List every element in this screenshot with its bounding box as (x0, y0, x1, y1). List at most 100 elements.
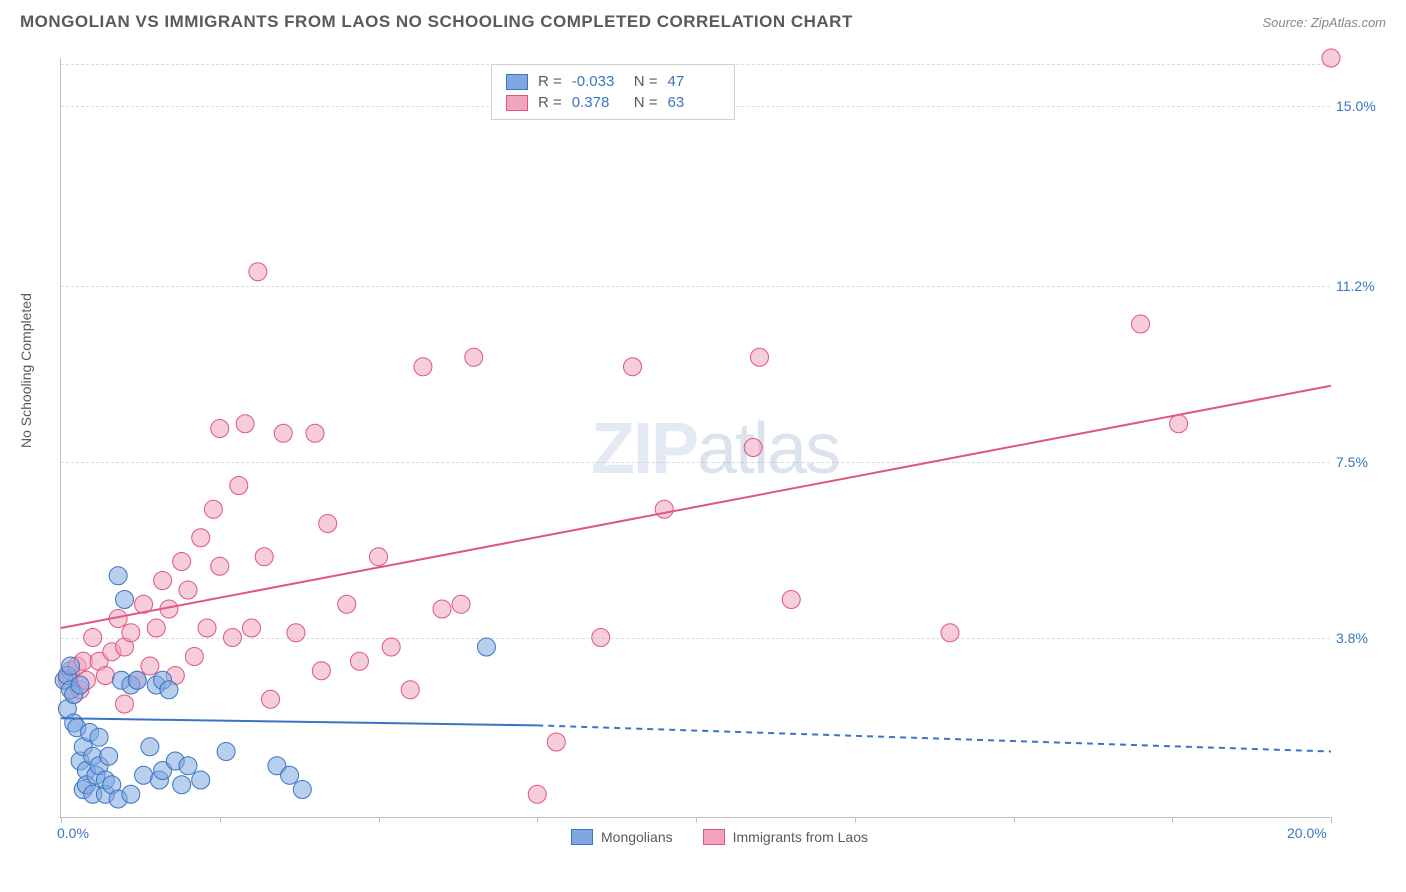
legend-item-laos: Immigrants from Laos (703, 829, 868, 845)
data-point (312, 662, 330, 680)
x-tick-label: 20.0% (1287, 825, 1327, 841)
regression-line (537, 725, 1331, 751)
n-value-mongolians: 47 (668, 73, 720, 90)
x-tick-mark (537, 817, 538, 823)
data-point (128, 671, 146, 689)
n-prefix: N = (634, 94, 658, 111)
data-point (401, 681, 419, 699)
data-point (173, 553, 191, 571)
data-point (262, 690, 280, 708)
data-point (941, 624, 959, 642)
legend-label-mongolians: Mongolians (601, 829, 673, 845)
data-point (122, 624, 140, 642)
swatch-mongolians (506, 74, 528, 90)
data-point (62, 657, 80, 675)
data-point (624, 358, 642, 376)
x-tick-mark (696, 817, 697, 823)
data-point (782, 591, 800, 609)
data-point (100, 747, 118, 765)
data-point (154, 572, 172, 590)
swatch-laos-icon (703, 829, 725, 845)
data-point (192, 529, 210, 547)
data-point (198, 619, 216, 637)
y-tick-label: 11.2% (1336, 278, 1386, 294)
data-point (274, 424, 292, 442)
data-point (433, 600, 451, 618)
regression-line (61, 718, 537, 725)
n-value-laos: 63 (668, 94, 720, 111)
data-point (281, 766, 299, 784)
y-tick-label: 15.0% (1336, 98, 1386, 114)
data-point (452, 595, 470, 613)
data-point (243, 619, 261, 637)
legend-row-laos: R = 0.378 N = 63 (506, 92, 720, 113)
legend-row-mongolians: R = -0.033 N = 47 (506, 71, 720, 92)
data-point (192, 771, 210, 789)
data-point (751, 348, 769, 366)
x-tick-mark (1331, 817, 1332, 823)
data-point (173, 776, 191, 794)
plot-area: ZIPatlas 3.8%7.5%11.2%15.0% R = -0.033 N… (60, 58, 1330, 818)
chart-container: No Schooling Completed ZIPatlas 3.8%7.5%… (50, 48, 1386, 838)
data-point (204, 500, 222, 518)
x-tick-label: 0.0% (57, 825, 89, 841)
data-point (217, 743, 235, 761)
x-tick-mark (61, 817, 62, 823)
x-tick-mark (855, 817, 856, 823)
x-tick-mark (379, 817, 380, 823)
data-point (319, 515, 337, 533)
r-value-mongolians: -0.033 (572, 73, 624, 90)
legend-item-mongolians: Mongolians (571, 829, 673, 845)
data-point (84, 629, 102, 647)
data-point (592, 629, 610, 647)
data-point (1132, 315, 1150, 333)
data-point (135, 766, 153, 784)
data-point (147, 619, 165, 637)
data-point (116, 591, 134, 609)
data-point (1170, 415, 1188, 433)
data-point (179, 581, 197, 599)
data-point (230, 477, 248, 495)
data-point (236, 415, 254, 433)
y-axis-label: No Schooling Completed (18, 293, 34, 448)
scatter-svg (61, 58, 1330, 817)
data-point (547, 733, 565, 751)
data-point (477, 638, 495, 656)
data-point (211, 557, 229, 575)
data-point (122, 785, 140, 803)
r-prefix: R = (538, 94, 562, 111)
data-point (179, 757, 197, 775)
data-point (414, 358, 432, 376)
legend-label-laos: Immigrants from Laos (733, 829, 868, 845)
data-point (90, 728, 108, 746)
chart-title: MONGOLIAN VS IMMIGRANTS FROM LAOS NO SCH… (20, 12, 853, 32)
data-point (141, 657, 159, 675)
data-point (1322, 49, 1340, 67)
data-point (306, 424, 324, 442)
data-point (370, 548, 388, 566)
data-point (338, 595, 356, 613)
correlation-legend: R = -0.033 N = 47 R = 0.378 N = 63 (491, 64, 735, 120)
data-point (465, 348, 483, 366)
data-point (185, 648, 203, 666)
data-point (160, 681, 178, 699)
data-point (116, 695, 134, 713)
data-point (287, 624, 305, 642)
data-point (109, 567, 127, 585)
data-point (71, 676, 89, 694)
data-point (141, 738, 159, 756)
r-value-laos: 0.378 (572, 94, 624, 111)
data-point (211, 420, 229, 438)
data-point (350, 652, 368, 670)
x-tick-mark (220, 817, 221, 823)
swatch-laos (506, 95, 528, 111)
data-point (293, 781, 311, 799)
n-prefix: N = (634, 73, 658, 90)
y-tick-label: 3.8% (1336, 630, 1386, 646)
data-point (96, 667, 114, 685)
data-point (223, 629, 241, 647)
data-point (528, 785, 546, 803)
data-point (655, 500, 673, 518)
r-prefix: R = (538, 73, 562, 90)
swatch-mongolians-icon (571, 829, 593, 845)
